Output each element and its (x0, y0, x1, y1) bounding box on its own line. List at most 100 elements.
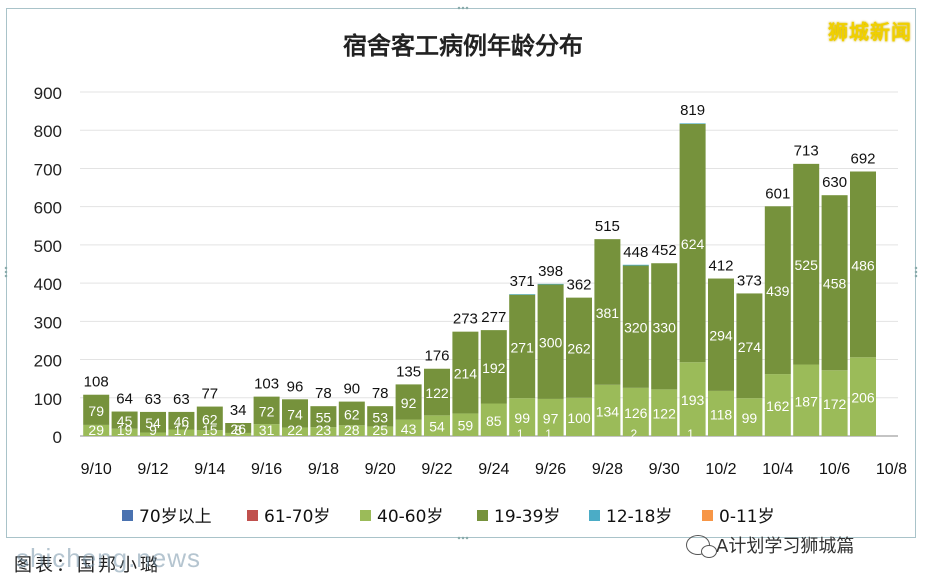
chart-title: 宿舍客工病例年龄分布 (343, 32, 583, 60)
segment-label: 122 (653, 406, 677, 422)
bar-segment-40-60岁 (622, 387, 649, 436)
total-label: 277 (481, 309, 506, 326)
legend-label: 0-11岁 (719, 507, 775, 527)
wechat-account[interactable]: A计划学习狮城篇 (686, 532, 854, 558)
bar-segment-19-39岁 (424, 368, 450, 416)
segment-label: 54 (429, 419, 445, 435)
segment-label: 1 (687, 427, 694, 441)
segment-label: 100 (567, 410, 591, 426)
segment-label: 74 (287, 406, 303, 422)
legend-swatch (589, 510, 600, 521)
bar-segment-40-60岁 (509, 398, 536, 436)
segment-label: 55 (316, 410, 332, 426)
y-tick-label: 0 (53, 428, 62, 447)
bar-segment-19-39岁 (736, 293, 763, 399)
segment-label: 330 (653, 319, 677, 335)
bar-segment-19-39岁 (793, 163, 820, 365)
wechat-label: A计划学习狮城篇 (716, 536, 855, 557)
segment-label: 294 (709, 328, 733, 344)
bar-segment-40-60岁 (253, 424, 280, 436)
total-label: 78 (372, 385, 389, 402)
bar-segment-40-60岁 (708, 390, 734, 436)
bar-segment-19-39岁 (480, 330, 507, 404)
bar-segment-40-60岁 (367, 426, 394, 436)
bar-segment-19-39岁 (395, 384, 422, 420)
bar-segment-19-39岁 (452, 331, 479, 414)
legend-label: 12-18岁 (606, 507, 672, 527)
x-tick-label: 9/18 (308, 461, 339, 478)
bar-segment-40-60岁 (850, 357, 876, 436)
total-label: 34 (230, 402, 247, 419)
total-label: 452 (652, 242, 677, 259)
bar-segment-19-39岁 (850, 171, 876, 358)
site-watermark: shicheng.news (16, 543, 201, 573)
total-label: 412 (708, 258, 733, 275)
total-label: 630 (822, 174, 847, 191)
segment-label: 85 (486, 413, 502, 429)
segment-label: 72 (259, 403, 275, 419)
bar-segment-19-39岁 (196, 406, 223, 431)
bar-segment-12-18岁 (622, 264, 649, 266)
bar-segment-19-39岁 (140, 411, 166, 433)
total-label: 135 (396, 363, 421, 380)
segment-label: 79 (88, 403, 104, 419)
segment-label: 381 (596, 305, 620, 321)
segment-label: 31 (259, 422, 275, 438)
resize-handle-bottom[interactable] (457, 536, 469, 540)
x-tick-label: 9/24 (478, 461, 509, 478)
bar-segment-40-60岁 (111, 428, 138, 436)
x-tick-label: 10/4 (762, 461, 793, 478)
bar-segment-40-60岁 (651, 389, 678, 436)
segment-label: 192 (482, 360, 506, 376)
bar-segment-19-39岁 (225, 423, 252, 433)
y-tick-label: 900 (34, 84, 62, 103)
y-tick-label: 800 (34, 122, 62, 141)
total-label: 515 (595, 218, 620, 235)
segment-label: 19 (117, 422, 133, 438)
segment-label: 8 (234, 422, 242, 438)
resize-handle-top[interactable] (457, 6, 469, 10)
chart-credit: 图表：国邦小璐 (14, 555, 161, 576)
x-tick-label: 10/8 (876, 461, 907, 478)
bar-segment-40-60岁 (83, 424, 110, 436)
segment-label: 187 (795, 393, 819, 409)
segment-label: 439 (766, 283, 790, 299)
bar-segment-40-60岁 (168, 429, 195, 436)
bar-segment-40-60岁 (537, 398, 564, 436)
segment-label: 25 (372, 422, 388, 438)
bar-segment-40-60岁 (821, 370, 848, 436)
bar-segment-19-39岁 (282, 399, 308, 428)
x-tick-label: 9/22 (421, 461, 452, 478)
segment-label: 62 (202, 411, 218, 427)
total-label: 448 (623, 244, 648, 261)
segment-label: 92 (401, 395, 417, 411)
segment-label: 59 (458, 418, 474, 434)
segment-label: 486 (851, 257, 875, 273)
total-label: 96 (287, 378, 304, 395)
bar-segment-40-60岁 (452, 413, 479, 436)
news-watermark: 狮城新闻 (828, 20, 912, 44)
bar-segment-40-60岁 (338, 425, 365, 436)
legend-label: 19-39岁 (494, 507, 560, 527)
bar-segment-40-60岁 (424, 415, 450, 436)
segment-label: 122 (425, 385, 449, 401)
segment-label: 193 (681, 392, 705, 408)
resize-handle-right[interactable] (914, 266, 918, 278)
total-label: 63 (145, 391, 162, 408)
total-label: 90 (343, 381, 360, 398)
x-tick-label: 9/10 (81, 461, 112, 478)
bar-segment-40-60岁 (480, 403, 507, 436)
bar-segment-40-60岁 (566, 397, 592, 436)
segment-label: 46 (174, 414, 190, 430)
legend-swatch (122, 510, 133, 521)
segment-label: 99 (742, 410, 758, 426)
segment-label: 214 (454, 366, 478, 382)
bar-segment-19-39岁 (821, 195, 848, 371)
resize-handle-left[interactable] (4, 266, 8, 278)
bar-segment-19-39岁 (764, 206, 791, 375)
bar-segment-19-39岁 (111, 411, 138, 429)
segment-label: 28 (344, 422, 360, 438)
total-label: 601 (765, 185, 790, 202)
bar-segment-40-60岁 (594, 384, 621, 436)
